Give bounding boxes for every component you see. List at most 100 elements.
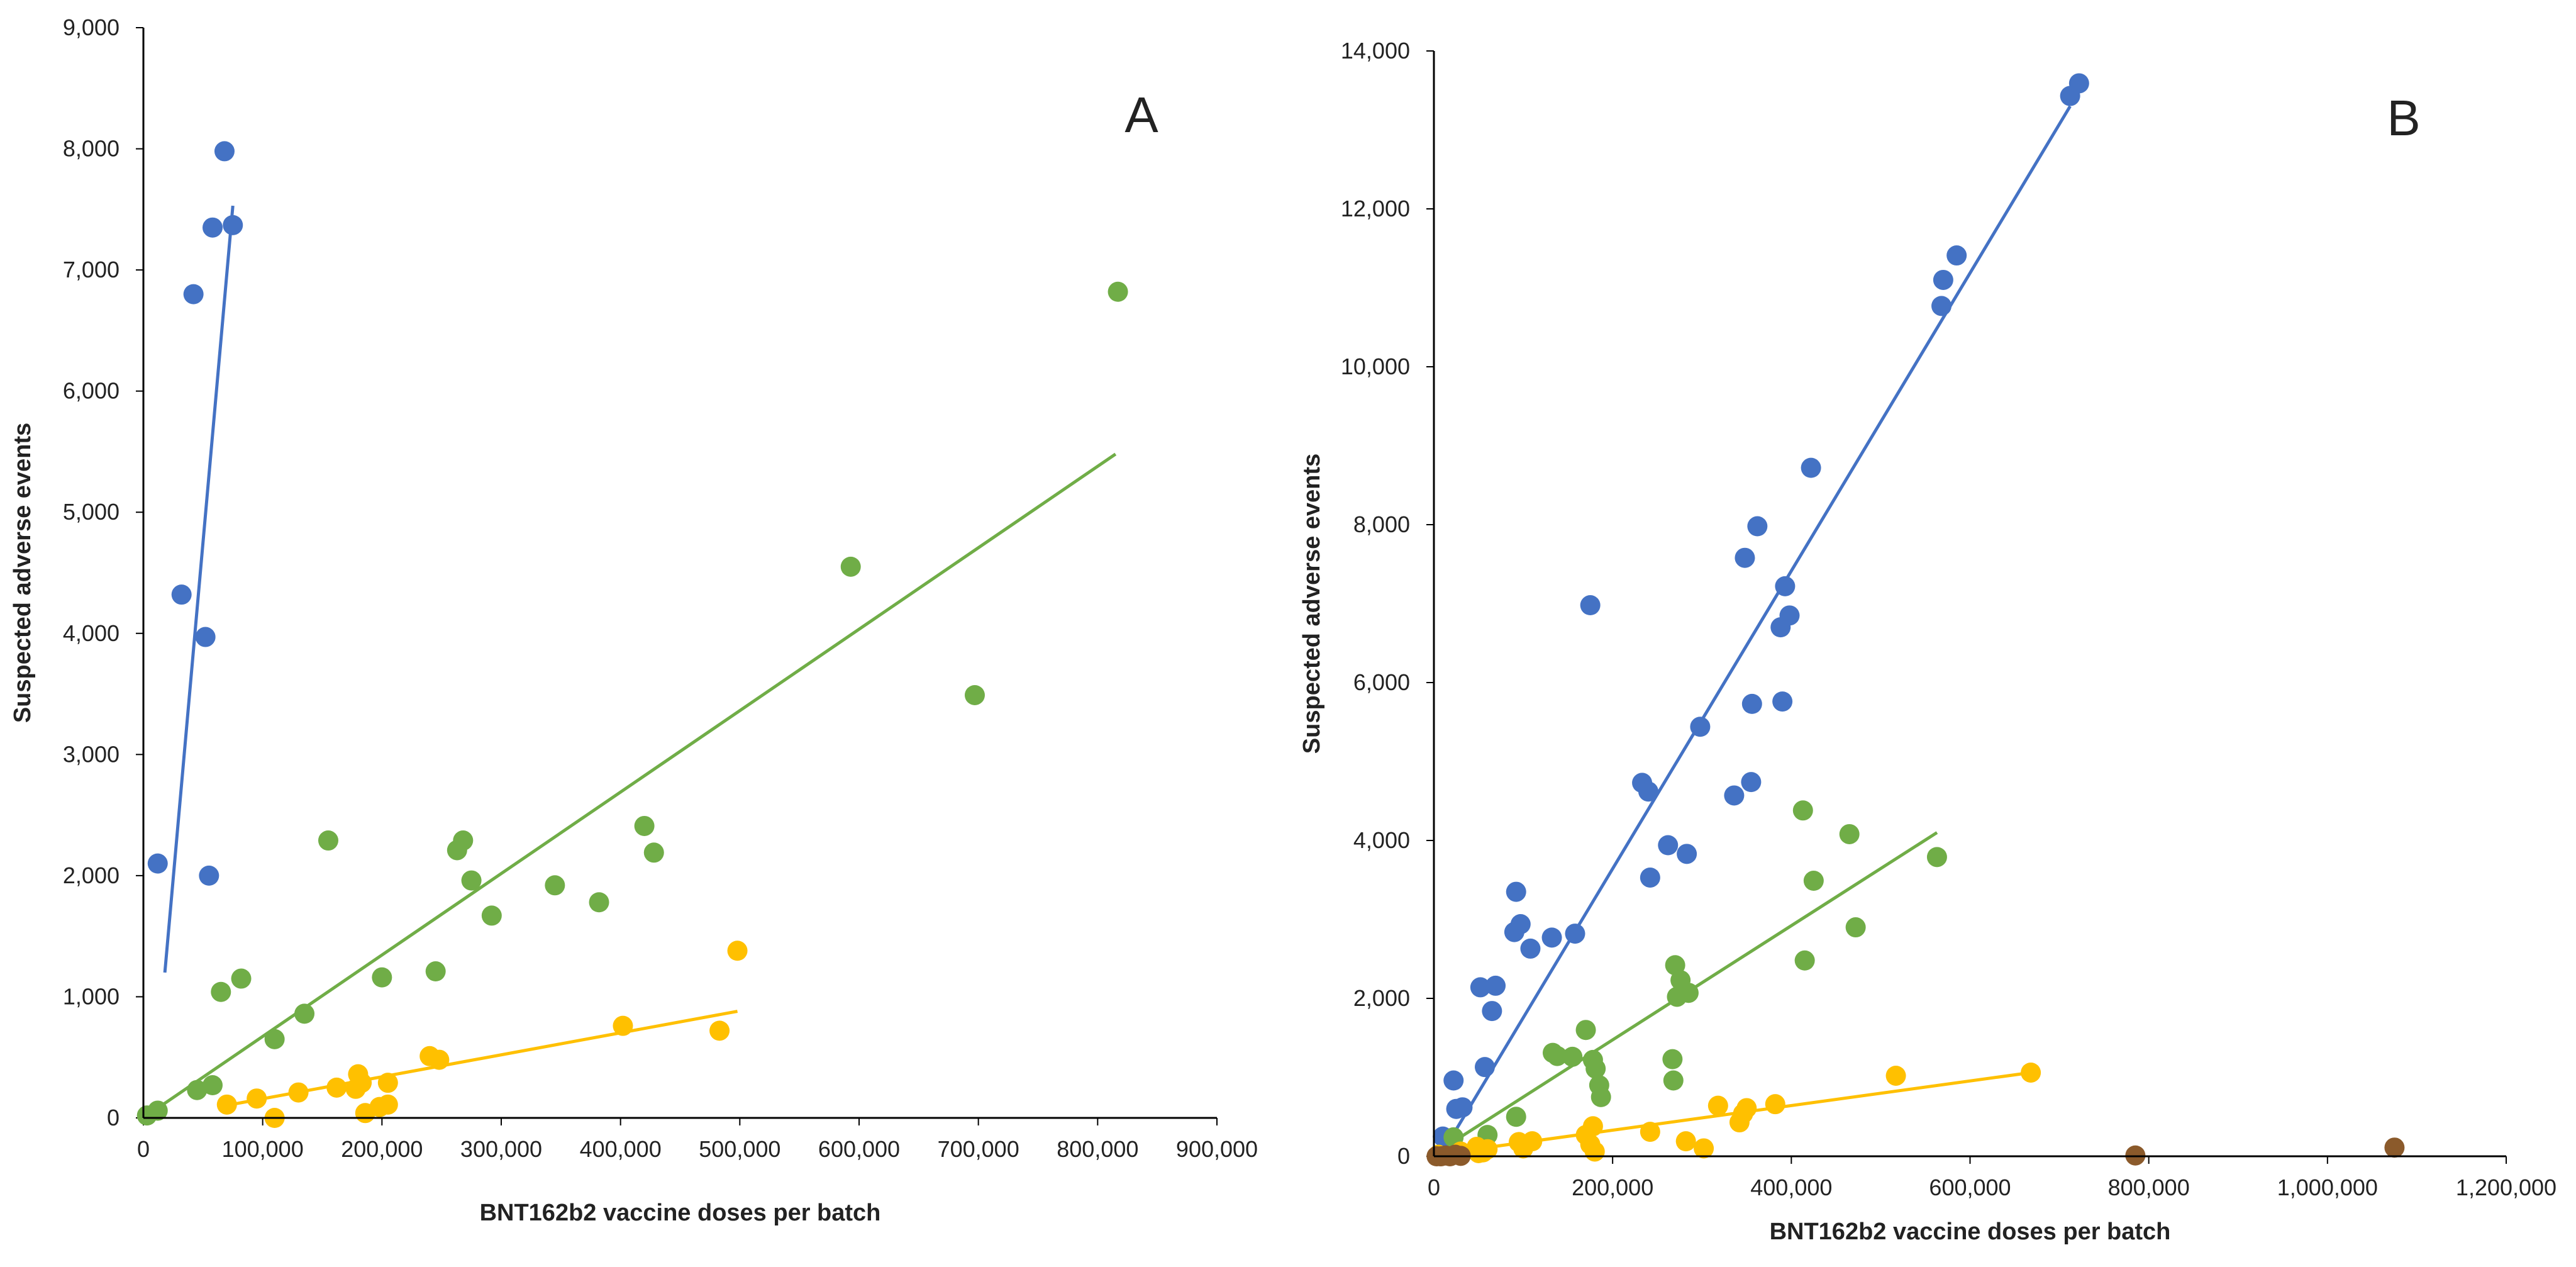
- data-point-blue: [223, 215, 243, 235]
- y-tick-label: 3,000: [63, 741, 119, 767]
- y-tick-label: 5,000: [63, 499, 119, 525]
- data-point-blue: [1747, 516, 1768, 537]
- data-point-blue: [1482, 1001, 1502, 1022]
- y-tick-label: 7,000: [63, 257, 119, 282]
- x-tick-label: 0: [1428, 1175, 1440, 1200]
- data-point-green: [1792, 800, 1813, 821]
- panel-a-x-tick-labels: 0 100,000 200,000 300,000 400,000 500,000 600,…: [137, 1136, 1258, 1162]
- data-point-green: [187, 1080, 208, 1100]
- panel-b-points: [1426, 73, 2405, 1166]
- y-tick-label: 14,000: [1341, 38, 1410, 64]
- x-tick-label: 1,000,000: [2277, 1175, 2378, 1200]
- data-point-blue: [1452, 1097, 1473, 1118]
- data-point-blue: [1741, 693, 1762, 714]
- data-point-blue: [195, 627, 216, 647]
- y-tick-label: 9,000: [63, 14, 119, 40]
- data-point-blue: [1677, 844, 1697, 864]
- data-point-green: [1926, 847, 1947, 868]
- panel-b-x-tick-labels: 0 200,000 400,000 600,000 800,000 1,000,000 1,…: [1428, 1175, 2557, 1200]
- data-point-green: [372, 967, 392, 988]
- x-tick-label: 500,000: [699, 1136, 780, 1162]
- data-point-yellow: [1885, 1065, 1906, 1086]
- data-point-blue: [1520, 938, 1541, 959]
- panel-a-x-axis-title: BNT162b2 vaccine doses per batch: [480, 1200, 881, 1226]
- data-point-blue: [203, 217, 223, 238]
- data-point-green: [964, 684, 985, 705]
- data-point-yellow: [1477, 1139, 1498, 1159]
- trendline-blue: [163, 205, 235, 973]
- y-tick-label: 6,000: [1353, 669, 1410, 695]
- data-point-green: [1575, 1020, 1596, 1041]
- data-point-green: [1506, 1107, 1526, 1127]
- panel-b-y-tick-labels: 0 2,000 4,000 6,000 8,000 10,000 12,000 14,000: [1341, 38, 1410, 1169]
- data-point-yellow: [1522, 1131, 1543, 1152]
- data-point-green: [1547, 1046, 1568, 1066]
- x-tick-label: 900,000: [1176, 1136, 1258, 1162]
- x-tick-label: 0: [137, 1136, 150, 1162]
- data-point-green: [1803, 871, 1824, 891]
- data-point-blue: [1741, 772, 1762, 793]
- data-point-blue: [1565, 924, 1585, 944]
- panel-a: 0 100,000 200,000 300,000 400,000 500,000 600,…: [9, 14, 1258, 1226]
- data-point-blue: [199, 865, 219, 886]
- y-tick-label: 2,000: [63, 862, 119, 888]
- y-tick-label: 8,000: [63, 136, 119, 162]
- data-point-yellow: [1736, 1098, 1757, 1119]
- data-point-blue: [1474, 1057, 1495, 1078]
- data-point-yellow: [1640, 1122, 1660, 1142]
- data-point-blue: [1580, 595, 1601, 616]
- x-tick-label: 700,000: [938, 1136, 1019, 1162]
- data-point-blue: [1640, 867, 1660, 888]
- x-tick-label: 200,000: [1572, 1175, 1653, 1200]
- data-point-green: [840, 556, 861, 577]
- data-point-yellow: [709, 1020, 730, 1041]
- data-point-yellow: [1765, 1094, 1785, 1115]
- data-point-green: [453, 830, 474, 851]
- panel-a-y-axis-title: Suspected adverse events: [9, 423, 36, 723]
- data-point-green: [1562, 1046, 1583, 1067]
- panel-a-y-tick-labels: 0 1,000 2,000 3,000 4,000 5,000 6,000 7,000 8,00…: [63, 14, 119, 1130]
- data-point-yellow: [2021, 1062, 2041, 1083]
- x-tick-label: 200,000: [341, 1136, 423, 1162]
- data-point-green: [481, 905, 502, 926]
- data-point-green: [545, 875, 565, 896]
- data-point-green: [1585, 1058, 1606, 1079]
- data-point-blue: [171, 584, 192, 605]
- data-point-green: [1839, 823, 1860, 844]
- panel-a-label: A: [1124, 87, 1158, 143]
- data-point-green: [1663, 1070, 1684, 1091]
- x-tick-label: 400,000: [580, 1136, 662, 1162]
- data-point-blue: [1779, 605, 1800, 626]
- data-point-yellow: [326, 1077, 347, 1098]
- data-point-green: [1845, 917, 1866, 938]
- panel-a-points: [136, 141, 1128, 1128]
- panel-b-trendlines: [1440, 105, 2072, 1156]
- data-point-green: [425, 961, 446, 982]
- data-point-green: [203, 1075, 223, 1096]
- data-point-blue: [1443, 1070, 1464, 1091]
- x-tick-label: 100,000: [222, 1136, 304, 1162]
- data-point-green: [231, 968, 252, 989]
- data-point-green: [294, 1003, 315, 1024]
- data-point-yellow: [429, 1049, 450, 1070]
- data-point-blue: [1801, 457, 1821, 478]
- y-tick-label: 4,000: [1353, 827, 1410, 853]
- data-point-blue: [147, 853, 168, 874]
- data-point-blue: [1541, 927, 1562, 948]
- trendline-blue: [1440, 105, 2072, 1156]
- x-tick-label: 600,000: [1929, 1175, 2011, 1200]
- y-tick-label: 6,000: [63, 378, 119, 404]
- panel-a-gridmarks: [136, 27, 1218, 1125]
- data-point-green: [318, 830, 338, 851]
- data-point-blue: [1946, 245, 1967, 266]
- data-point-blue: [1506, 881, 1526, 902]
- data-point-blue: [1658, 835, 1679, 856]
- data-point-yellow: [727, 940, 748, 961]
- x-tick-label: 600,000: [818, 1136, 900, 1162]
- y-tick-label: 12,000: [1341, 196, 1410, 221]
- data-point-blue: [2068, 73, 2089, 94]
- y-tick-label: 2,000: [1353, 985, 1410, 1011]
- data-point-yellow: [377, 1094, 398, 1115]
- y-tick-label: 8,000: [1353, 511, 1410, 537]
